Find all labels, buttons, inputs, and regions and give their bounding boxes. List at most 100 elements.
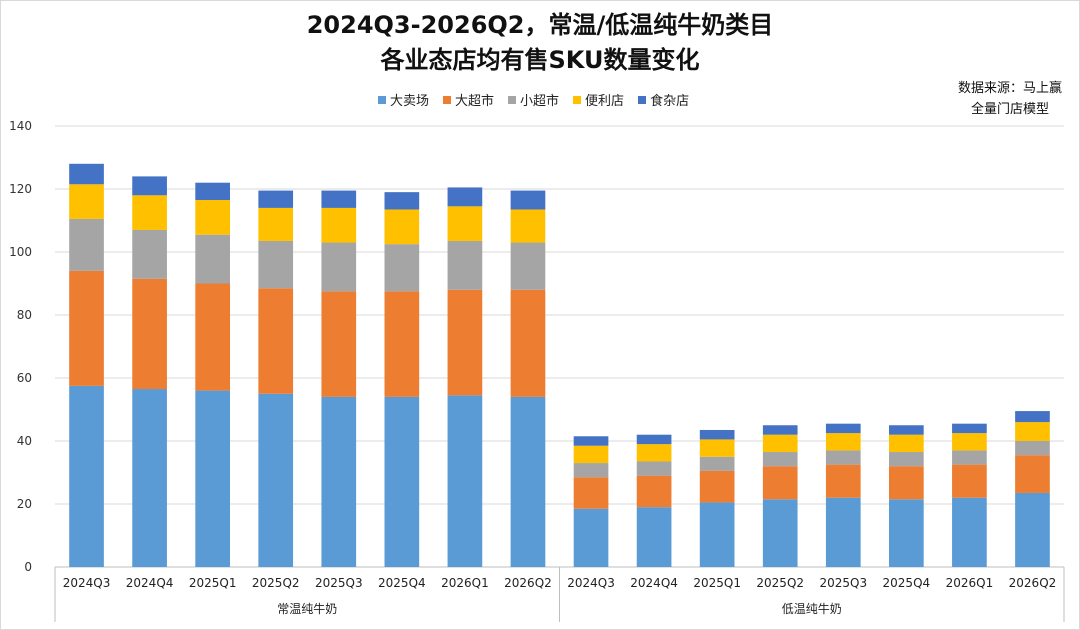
bar-segment-低温纯牛奶-2025Q3-大卖场 (825, 497, 861, 567)
bar-segment-常温纯牛奶-2024Q4-便利店 (132, 195, 167, 230)
x-tick-label-常温纯牛奶-2024Q3: 2024Q3 (63, 576, 111, 590)
x-tick-label-常温纯牛奶-2025Q3: 2025Q3 (315, 576, 363, 590)
bar-segment-常温纯牛奶-2025Q1-便利店 (195, 200, 230, 235)
bar-segment-低温纯牛奶-2025Q1-便利店 (699, 439, 735, 457)
bar-segment-常温纯牛奶-2025Q3-大超市 (321, 291, 357, 397)
bar-segment-低温纯牛奶-2024Q3-食杂店 (573, 436, 609, 446)
bar-segment-常温纯牛奶-2025Q3-便利店 (321, 207, 357, 243)
bar-segment-低温纯牛奶-2026Q2-大卖场 (1015, 492, 1050, 567)
x-tick-label-常温纯牛奶-2024Q4: 2024Q4 (126, 576, 174, 590)
legend-swatch-便利店 (573, 95, 582, 104)
bar-segment-低温纯牛奶-2024Q3-大卖场 (573, 508, 609, 567)
data-source-line-1: 数据来源：马上赢 (957, 81, 1062, 96)
bar-segment-常温纯牛奶-2025Q3-食杂店 (321, 190, 357, 208)
legend-swatch-小超市 (508, 95, 517, 104)
bar-segment-低温纯牛奶-2025Q2-大超市 (762, 466, 798, 500)
bar-segment-低温纯牛奶-2025Q3-便利店 (825, 433, 861, 451)
bar-segment-低温纯牛奶-2025Q1-食杂店 (699, 429, 735, 440)
bar-segment-低温纯牛奶-2025Q3-小超市 (825, 450, 861, 465)
bar-segment-常温纯牛奶-2026Q1-大超市 (447, 289, 483, 396)
data-source-line-2: 全量门店模型 (970, 102, 1049, 117)
legend-item-食杂店: 食杂店 (638, 90, 689, 109)
bar-segment-低温纯牛奶-2026Q2-大超市 (1015, 455, 1050, 493)
bar-segment-常温纯牛奶-2024Q4-小超市 (132, 229, 167, 279)
bar-segment-常温纯牛奶-2026Q1-食杂店 (447, 187, 483, 207)
bar-segment-低温纯牛奶-2025Q2-小超市 (762, 452, 798, 467)
bar-segment-低温纯牛奶-2026Q2-食杂店 (1015, 411, 1050, 423)
bar-segment-低温纯牛奶-2025Q2-大卖场 (762, 499, 798, 567)
bar-segment-常温纯牛奶-2025Q2-便利店 (258, 207, 294, 241)
bar-segment-常温纯牛奶-2024Q3-食杂店 (69, 163, 104, 185)
group-label-常温纯牛奶: 常温纯牛奶 (277, 601, 337, 616)
x-tick-label-低温纯牛奶-2025Q4: 2025Q4 (883, 576, 931, 590)
bar-segment-常温纯牛奶-2025Q2-食杂店 (258, 190, 294, 208)
bar-segment-低温纯牛奶-2025Q4-小超市 (889, 452, 924, 467)
bar-segment-常温纯牛奶-2025Q1-食杂店 (195, 182, 230, 201)
y-tick-label-140: 140 (9, 119, 32, 133)
bar-segment-低温纯牛奶-2026Q1-便利店 (952, 433, 987, 451)
bar-segment-低温纯牛奶-2025Q4-大超市 (889, 466, 924, 500)
bar-segment-常温纯牛奶-2024Q4-大卖场 (132, 389, 167, 567)
bar-segment-常温纯牛奶-2025Q2-大超市 (258, 288, 294, 394)
bar-segment-常温纯牛奶-2025Q1-大卖场 (195, 390, 230, 567)
bar-segment-常温纯牛奶-2025Q2-大卖场 (258, 393, 294, 567)
y-tick-label-60: 60 (17, 371, 32, 385)
x-tick-label-低温纯牛奶-2025Q2: 2025Q2 (756, 576, 804, 590)
y-tick-label-120: 120 (9, 182, 32, 196)
bar-segment-低温纯牛奶-2025Q3-大超市 (825, 464, 861, 498)
bar-segment-常温纯牛奶-2025Q2-小超市 (258, 240, 294, 289)
y-tick-label-40: 40 (17, 434, 32, 448)
bar-segment-常温纯牛奶-2025Q3-小超市 (321, 242, 357, 292)
bar-segment-常温纯牛奶-2026Q2-小超市 (510, 242, 546, 290)
bar-segment-常温纯牛奶-2025Q4-小超市 (384, 244, 420, 292)
bar-segment-常温纯牛奶-2026Q2-大卖场 (510, 396, 546, 567)
bar-segment-常温纯牛奶-2025Q1-大超市 (195, 283, 230, 391)
bar-segment-低温纯牛奶-2025Q4-食杂店 (889, 425, 924, 435)
bar-segment-低温纯牛奶-2024Q4-食杂店 (636, 434, 672, 445)
bar-segment-常温纯牛奶-2026Q2-大超市 (510, 289, 546, 397)
bar-segment-低温纯牛奶-2025Q3-食杂店 (825, 423, 861, 434)
bar-segment-常温纯牛奶-2026Q1-便利店 (447, 206, 483, 241)
bar-segment-常温纯牛奶-2026Q2-食杂店 (510, 190, 546, 210)
chart-title-line-2: 各业态店均有售SKU数量变化 (380, 46, 700, 74)
bar-segment-常温纯牛奶-2025Q1-小超市 (195, 234, 230, 284)
x-tick-label-低温纯牛奶-2026Q1: 2026Q1 (946, 576, 994, 590)
bar-segment-常温纯牛奶-2024Q3-小超市 (69, 218, 104, 271)
legend-swatch-大超市 (443, 95, 452, 104)
bar-segment-低温纯牛奶-2026Q1-大超市 (952, 464, 987, 498)
bar-segment-低温纯牛奶-2025Q1-大卖场 (699, 502, 735, 567)
bar-segment-低温纯牛奶-2024Q3-大超市 (573, 477, 609, 509)
legend-item-大卖场: 大卖场 (378, 90, 429, 109)
bar-segment-常温纯牛奶-2026Q1-小超市 (447, 240, 483, 290)
x-tick-label-常温纯牛奶-2025Q2: 2025Q2 (252, 576, 300, 590)
x-tick-label-低温纯牛奶-2026Q2: 2026Q2 (1009, 576, 1057, 590)
legend-label-大卖场: 大卖场 (390, 94, 430, 109)
bar-segment-常温纯牛奶-2024Q3-大超市 (69, 270, 104, 386)
legend: 大卖场 大超市 小超市 便利店 食杂店 (378, 90, 689, 109)
bar-segment-低温纯牛奶-2024Q3-小超市 (573, 463, 609, 478)
bar-segment-常温纯牛奶-2025Q3-大卖场 (321, 396, 357, 567)
bar-segment-低温纯牛奶-2024Q4-大超市 (636, 475, 672, 508)
legend-label-便利店: 便利店 (585, 94, 625, 109)
y-tick-label-80: 80 (17, 308, 32, 322)
legend-label-小超市: 小超市 (520, 94, 560, 109)
x-tick-label-低温纯牛奶-2024Q4: 2024Q4 (630, 576, 678, 590)
bar-segment-常温纯牛奶-2025Q4-大超市 (384, 291, 420, 397)
x-tick-label-低温纯牛奶-2024Q3: 2024Q3 (567, 576, 615, 590)
x-tick-label-常温纯牛奶-2026Q2: 2026Q2 (504, 576, 552, 590)
bar-segment-常温纯牛奶-2024Q4-大超市 (132, 278, 167, 390)
bar-segment-常温纯牛奶-2026Q1-大卖场 (447, 395, 483, 567)
bar-segment-常温纯牛奶-2024Q3-大卖场 (69, 385, 104, 567)
legend-swatch-大卖场 (378, 95, 386, 104)
legend-item-便利店: 便利店 (573, 90, 624, 109)
bar-segment-低温纯牛奶-2025Q2-便利店 (762, 434, 798, 453)
bar-segment-低温纯牛奶-2024Q4-便利店 (636, 444, 672, 462)
x-tick-label-低温纯牛奶-2025Q1: 2025Q1 (693, 576, 741, 590)
legend-label-食杂店: 食杂店 (650, 94, 690, 109)
y-tick-label-100: 100 (9, 245, 32, 259)
y-tick-label-20: 20 (17, 497, 32, 511)
bar-segment-低温纯牛奶-2026Q1-小超市 (952, 450, 987, 465)
bar-segment-低温纯牛奶-2026Q2-便利店 (1015, 422, 1050, 441)
bar-segment-常温纯牛奶-2025Q4-便利店 (384, 209, 420, 245)
